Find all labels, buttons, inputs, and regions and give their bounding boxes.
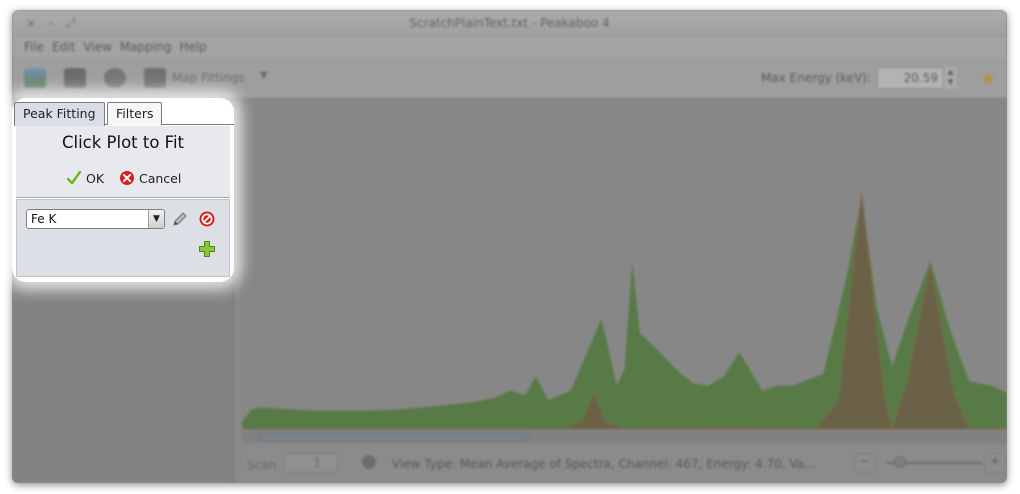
fit-prompt-panel: Click Plot to Fit OK Cancel xyxy=(16,126,230,198)
zoom-slider-handle[interactable] xyxy=(894,456,906,468)
plot-scrollbar[interactable] xyxy=(242,431,1007,443)
export-image-icon[interactable] xyxy=(64,68,86,88)
panel-tabs: Peak Fitting Filters xyxy=(14,101,234,126)
edit-pencil-icon[interactable] xyxy=(171,210,189,228)
fitting-area xyxy=(242,193,1007,431)
ok-button[interactable]: OK xyxy=(66,169,104,187)
element-select-value: Fe K xyxy=(31,212,57,226)
tab-peak-fitting[interactable]: Peak Fitting xyxy=(14,102,105,126)
star-menu-icon[interactable]: ★ xyxy=(979,66,997,90)
window-title: ScratchPlainText.txt - Peakaboo 4 xyxy=(409,15,610,30)
scrollbar-thumb[interactable] xyxy=(258,432,530,442)
ok-button-label: OK xyxy=(86,170,105,186)
tab-filters[interactable]: Filters xyxy=(107,102,163,125)
menu-view[interactable]: View xyxy=(83,40,112,54)
scan-info-icon[interactable] xyxy=(362,455,376,469)
cancel-button-label: Cancel xyxy=(139,170,182,186)
zoom-out-button[interactable]: − xyxy=(854,453,876,473)
menu-file[interactable]: File xyxy=(24,40,45,54)
peak-fitting-panel: Peak Fitting Filters Click Plot to Fit O… xyxy=(12,98,234,282)
maximize-window-icon[interactable]: ⤢ xyxy=(66,16,76,30)
view-info-text: View Type: Mean Average of Spectra, Chan… xyxy=(392,457,816,471)
toolbar: Map Fittings ▼ Max Energy (keV): 20.59 ▲… xyxy=(12,58,1007,98)
menu-help[interactable]: Help xyxy=(179,40,207,54)
cancel-icon xyxy=(120,171,134,185)
map-fittings-icon[interactable] xyxy=(144,68,166,88)
add-icon[interactable] xyxy=(198,240,216,258)
fit-prompt-title: Click Plot to Fit xyxy=(61,133,185,152)
menu-bar: File Edit View Mapping Help xyxy=(12,36,1007,58)
menu-edit[interactable]: Edit xyxy=(52,40,76,54)
panel-splitter[interactable] xyxy=(234,99,242,483)
energy-calibration-icon[interactable] xyxy=(104,68,126,88)
max-energy-input[interactable]: 20.59 xyxy=(877,67,957,89)
fitting-list-panel: Fe K ▼ xyxy=(16,199,230,277)
spectrum-chart[interactable] xyxy=(242,99,1007,439)
spectrum-plot[interactable] xyxy=(242,99,1007,439)
open-data-icon[interactable] xyxy=(24,68,46,88)
zoom-slider[interactable] xyxy=(887,462,982,464)
close-window-icon[interactable]: × xyxy=(26,16,37,30)
remove-icon[interactable] xyxy=(198,210,216,228)
scan-number-input[interactable]: 1 xyxy=(284,453,338,473)
title-bar: × – ⤢ ScratchPlainText.txt - Peakaboo 4 xyxy=(12,10,1007,36)
scan-label: Scan xyxy=(247,458,277,472)
app-window: × – ⤢ ScratchPlainText.txt - Peakaboo 4 … xyxy=(12,10,1007,483)
cancel-button[interactable]: Cancel xyxy=(119,169,181,187)
element-select[interactable]: Fe K ▼ xyxy=(26,209,165,229)
map-fittings-button[interactable]: Map Fittings xyxy=(172,71,245,85)
minimize-window-icon[interactable]: – xyxy=(48,16,55,30)
checkmark-icon xyxy=(66,170,82,185)
max-energy-spinner-icon[interactable]: ▲ ▼ xyxy=(943,67,957,89)
zoom-in-button[interactable]: + xyxy=(984,453,1006,473)
chevron-down-icon[interactable]: ▼ xyxy=(148,210,164,228)
map-fittings-dropdown-icon[interactable]: ▼ xyxy=(260,70,268,81)
menu-mapping[interactable]: Mapping xyxy=(119,40,172,54)
status-bar: Scan 1 View Type: Mean Average of Spectr… xyxy=(242,449,1007,483)
spectrum-area xyxy=(242,196,1007,429)
max-energy-label: Max Energy (keV): xyxy=(761,71,871,85)
